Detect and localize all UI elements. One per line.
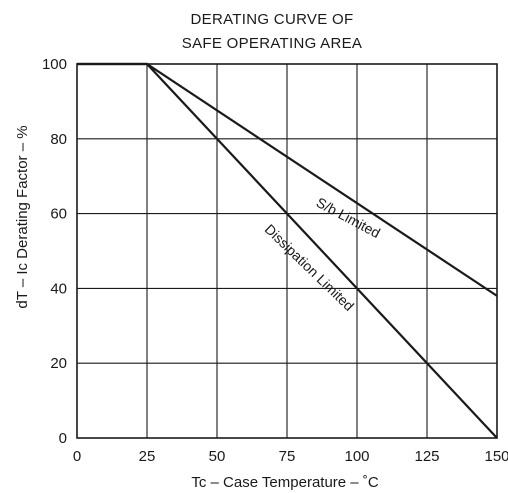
x-tick-label: 75 bbox=[279, 448, 296, 465]
plot-frame bbox=[76, 63, 498, 439]
y-tick-label: 60 bbox=[50, 206, 67, 223]
x-tick-label: 125 bbox=[414, 448, 439, 465]
sb-limited-label: S/b Limited bbox=[314, 194, 383, 241]
y-tick-labels: 0 20 40 60 80 100 bbox=[42, 56, 67, 447]
x-tick-label: 25 bbox=[139, 448, 156, 465]
x-axis-label: Tc – Case Temperature – ˚C bbox=[191, 474, 378, 491]
series-line-1 bbox=[77, 62, 498, 439]
x-tick-labels: 0 25 50 75 100 125 150 bbox=[73, 448, 508, 465]
y-tick-label: 80 bbox=[50, 131, 67, 148]
y-tick-label: 20 bbox=[50, 355, 67, 372]
chart-title-line-1: DERATING CURVE OF bbox=[191, 11, 354, 28]
x-tick-label: 50 bbox=[209, 448, 226, 465]
x-tick-label: 100 bbox=[344, 448, 369, 465]
grid-lines bbox=[77, 64, 497, 438]
x-tick-label: 150 bbox=[484, 448, 508, 465]
y-tick-label: 0 bbox=[59, 430, 67, 447]
dissipation-limited-label: Dissipation Limited bbox=[262, 221, 358, 314]
plot-border bbox=[76, 63, 498, 439]
series-lines bbox=[77, 62, 498, 439]
chart-title-line-2: SAFE OPERATING AREA bbox=[182, 35, 362, 52]
y-axis-label: dT – Ic Derating Factor – % bbox=[14, 125, 31, 308]
y-tick-label: 100 bbox=[42, 56, 67, 73]
x-tick-label: 0 bbox=[73, 448, 81, 465]
y-tick-label: 40 bbox=[50, 280, 67, 297]
